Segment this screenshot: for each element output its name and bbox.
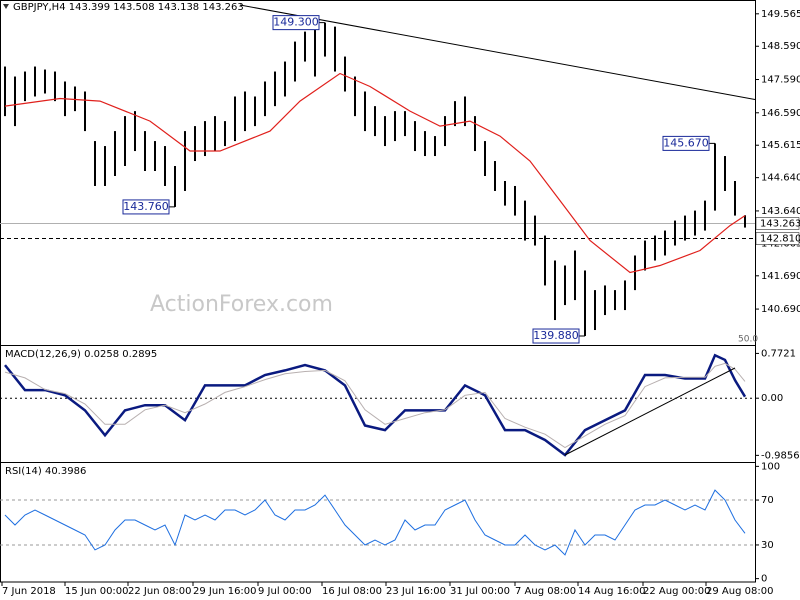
watermark: ActionForex.com [150, 292, 333, 317]
trendline [564, 367, 736, 456]
y-tick-label: 140.690 [761, 304, 800, 315]
price-label-box [755, 217, 800, 230]
annotation-box [122, 199, 170, 215]
x-tick-label: 29 Aug 08:00 [706, 586, 773, 597]
annotation-label: 143.760 [123, 200, 169, 213]
y-tick-label: 70 [761, 495, 774, 506]
y-tick-label: 0.7721 [761, 348, 796, 359]
panel-title: RSI(14) 40.3986 [5, 466, 86, 477]
moving-average [4, 72, 746, 274]
x-tick-label: 9 Jul 00:00 [258, 586, 312, 597]
y-tick-label: 141.690 [761, 271, 800, 282]
y-tick-label: 100 [761, 461, 780, 472]
x-tick-label: 14 Aug 16:00 [578, 586, 645, 597]
level-label: 50.0 [738, 335, 758, 345]
series-line [4, 489, 746, 556]
annotation-box [532, 328, 580, 344]
x-tick-label: 7 Jun 2018 [2, 586, 56, 597]
panel-title: MACD(12,26,9) 0.0258 0.2895 [5, 349, 157, 360]
y-tick-label: 0.00 [761, 393, 783, 404]
y-tick-label: -0.9856 [761, 450, 800, 461]
series-line [4, 362, 746, 449]
annotation-label: 145.670 [663, 136, 709, 149]
x-tick-label: 15 Jun 00:00 [65, 586, 129, 597]
price-label-box [755, 232, 800, 245]
annotation-label: 139.880 [533, 329, 579, 342]
series-line [4, 353, 747, 457]
x-tick-label: 22 Aug 00:00 [643, 586, 710, 597]
annotation-label: 149.300 [273, 16, 319, 29]
symbol-icon [3, 4, 9, 9]
x-tick-label: 31 Jul 00:00 [450, 586, 510, 597]
y-tick-label: 0 [761, 574, 767, 585]
x-tick-label: 29 Jun 16:00 [193, 586, 257, 597]
x-tick-label: 22 Jun 08:00 [128, 586, 192, 597]
y-tick-label: 148.590 [761, 41, 800, 52]
trendline [239, 4, 756, 100]
x-tick-label: 16 Jul 08:00 [322, 586, 382, 597]
y-tick-label: 147.590 [761, 75, 800, 86]
x-tick-label: 7 Aug 08:00 [515, 586, 576, 597]
annotation-box [272, 15, 320, 31]
y-tick-label: 149.565 [761, 9, 800, 20]
annotation-box [662, 135, 710, 151]
y-tick-label: 30 [761, 540, 774, 551]
y-tick-label: 145.615 [761, 140, 800, 151]
x-tick-label: 23 Jul 16:00 [386, 586, 446, 597]
panel-title: GBPJPY,H4 143.399 143.508 143.138 143.26… [13, 2, 244, 13]
plot-frame [0, 0, 756, 583]
y-tick-label: 143.640 [761, 206, 800, 217]
y-tick-label: 146.590 [761, 108, 800, 119]
y-tick-label: 144.640 [761, 173, 800, 184]
price-label: 143.263 [760, 218, 800, 229]
price-label: 142.810 [760, 234, 800, 245]
